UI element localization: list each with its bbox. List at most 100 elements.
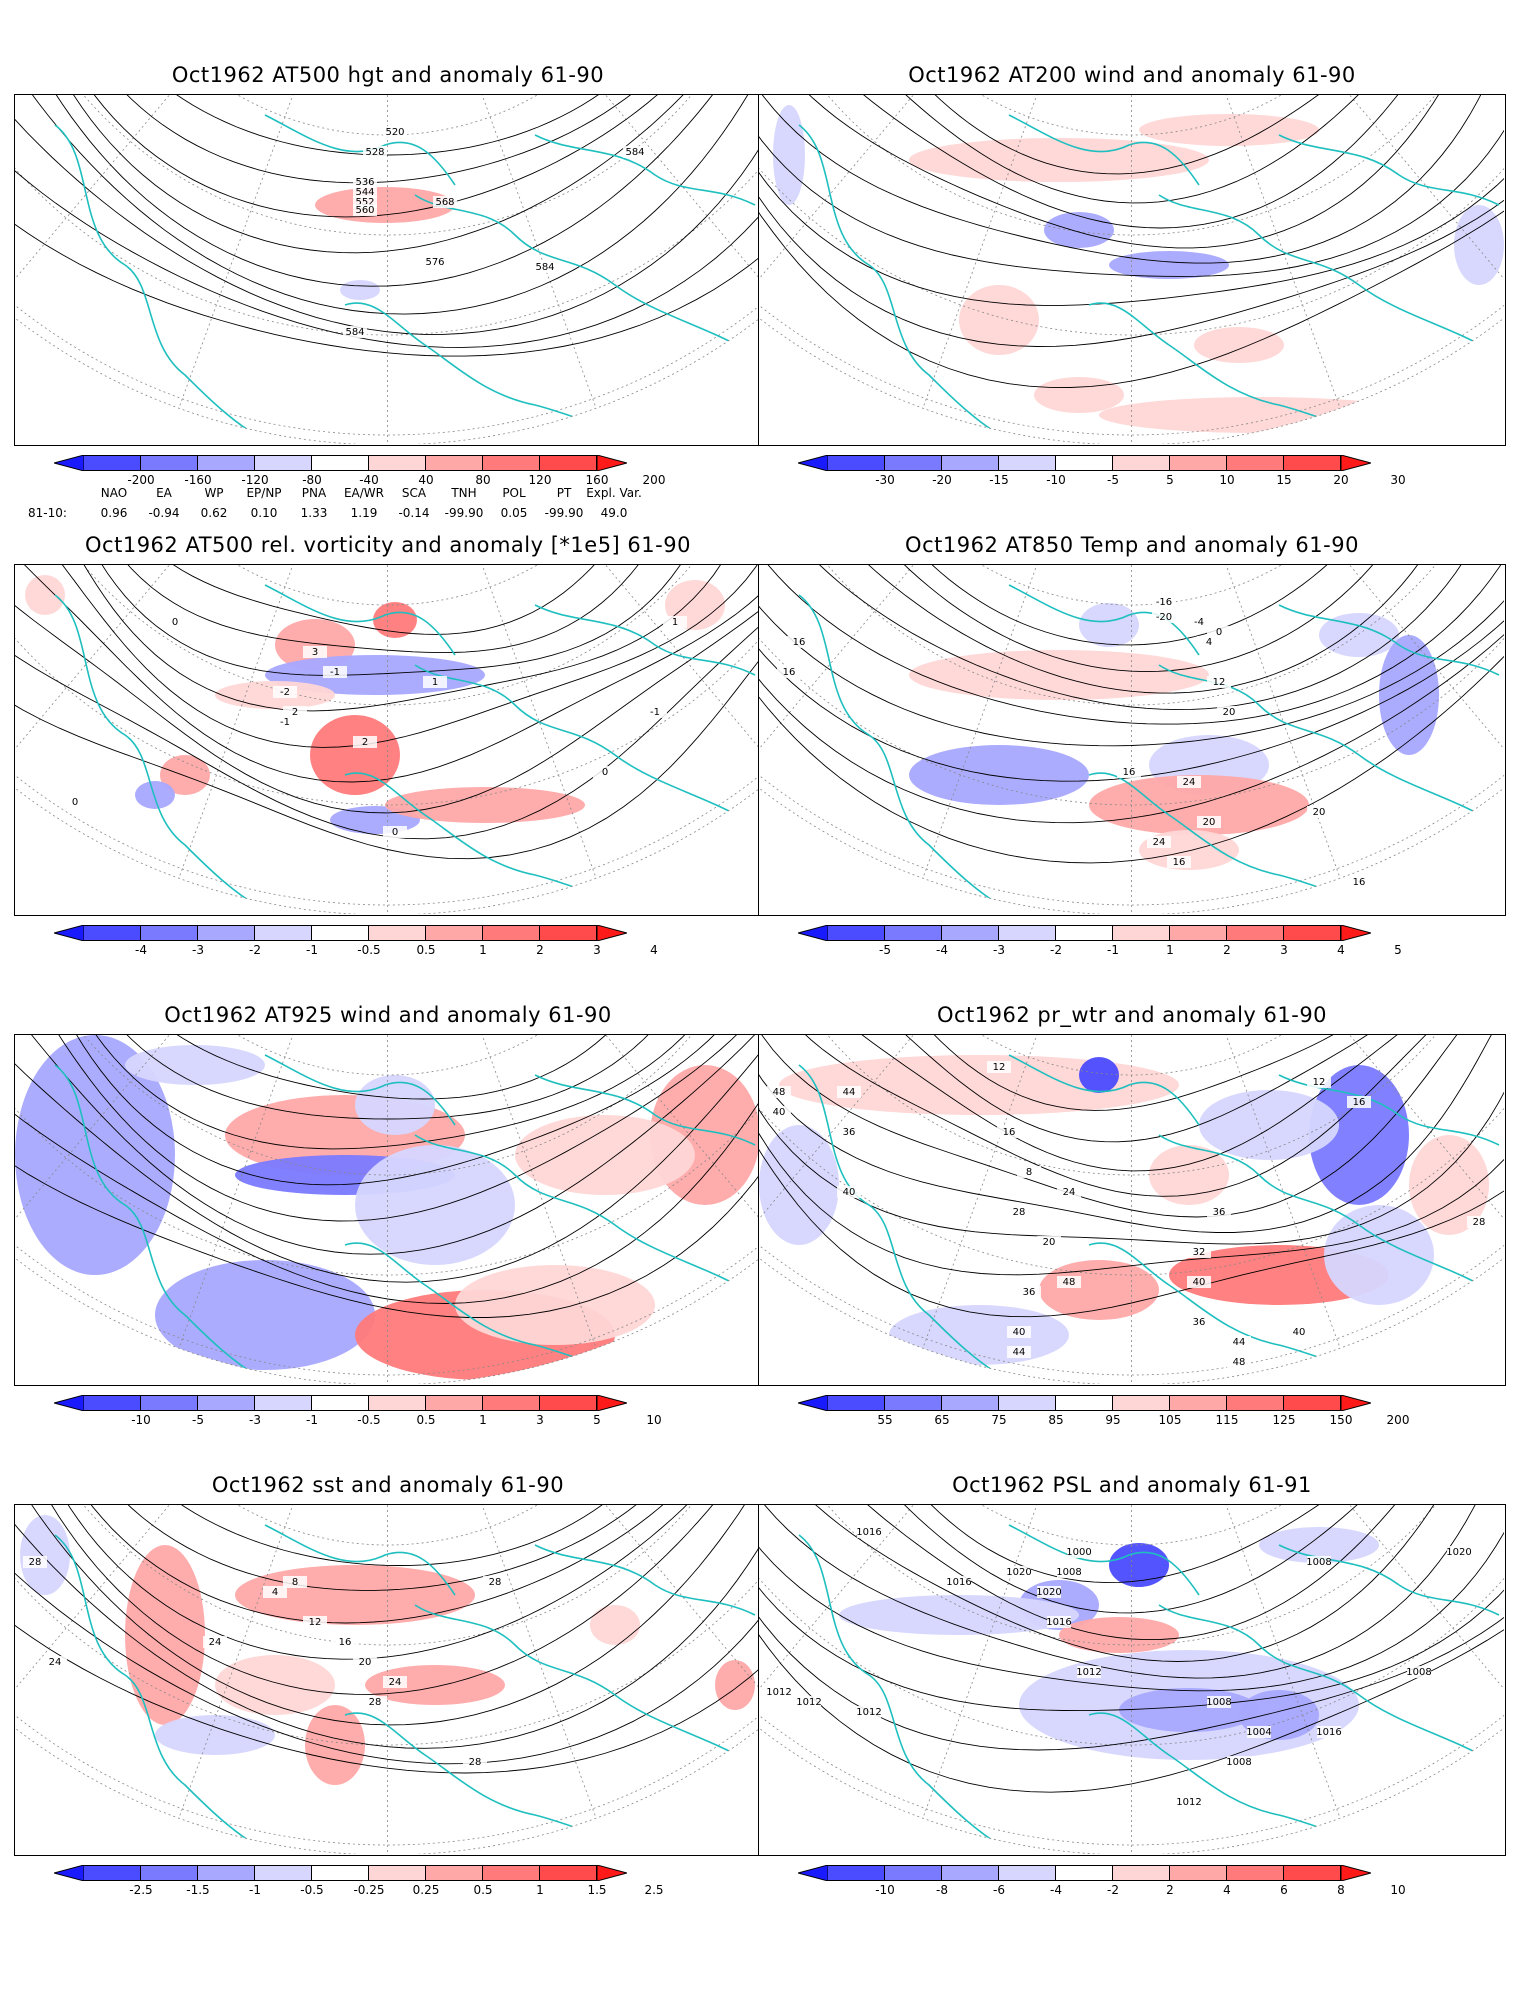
meridian-gridline xyxy=(1131,565,1504,656)
map-panel-temp850: Oct1962 AT850 Temp and anomaly 61-90 16 16… xyxy=(758,530,1506,960)
contour-label: 12 xyxy=(1313,1077,1326,1088)
contour-label: 0 xyxy=(392,827,398,838)
contour-line xyxy=(787,1505,1463,1641)
meridian-gridline xyxy=(387,1035,628,1384)
contour-line xyxy=(759,1505,1504,1679)
map-panel-hgt500: Oct1962 AT500 hgt and anomaly 61-90 520 52… xyxy=(14,60,762,490)
meridian-gridline xyxy=(1131,1035,1504,1312)
colorbar-arrow-left xyxy=(54,1865,84,1881)
contour-line xyxy=(759,565,1504,747)
contour-label: 1020 xyxy=(1006,1567,1031,1578)
colorbar-tick-label: -10 xyxy=(131,1413,151,1427)
colorbar-tick-label: 3 xyxy=(536,1413,544,1427)
colorbar-segment xyxy=(84,455,141,471)
contour-label: 16 xyxy=(1003,1127,1016,1138)
colorbar-segment xyxy=(942,1865,999,1881)
colorbar-segment xyxy=(1056,925,1113,941)
meridian-gridline xyxy=(387,1505,628,1854)
colorbar-segment xyxy=(483,455,540,471)
colorbar-tick-label: 80 xyxy=(475,473,491,487)
colorbar-arrow-right xyxy=(1341,455,1371,471)
colorbar-segment xyxy=(198,1865,255,1881)
colorbar-tick-label: -8 xyxy=(936,1883,948,1897)
colorbar-segment xyxy=(942,925,999,941)
colorbar-arrow-right xyxy=(597,1865,627,1881)
colorbar-arrow-left xyxy=(54,455,84,471)
contour-label: 12 xyxy=(993,1062,1006,1073)
colorbar-segment xyxy=(141,455,198,471)
colorbar-tick-label: 10 xyxy=(1219,473,1235,487)
colorbar-segment xyxy=(255,925,312,941)
contour-line xyxy=(15,1035,760,1283)
colorbar-segment xyxy=(1227,1395,1284,1411)
map-frame: 1016 1012 1000 1008 1016 1020 1020 1016 1012 1012… xyxy=(758,1504,1506,1856)
meridian-gridline xyxy=(387,565,628,914)
map-frame: 48 40 44 36 40 12 16 8 24 20 28 36 40 44 48 36 32 40 36 44 4… xyxy=(758,1034,1506,1386)
anomaly-field xyxy=(959,285,1039,355)
colorbar-segment xyxy=(255,1395,312,1411)
index-header: Expl. Var. xyxy=(586,486,642,500)
contour-label: 12 xyxy=(309,1617,322,1628)
contour-line xyxy=(759,95,1504,264)
anomaly-field xyxy=(590,1605,640,1645)
colorbar-tick-label: 4 xyxy=(650,943,658,957)
contour-label: 28 xyxy=(29,1557,42,1568)
index-value: 0.62 xyxy=(200,506,228,520)
colorbar-segment xyxy=(1170,455,1227,471)
colorbar-tick-label: -0.25 xyxy=(353,1883,385,1897)
contour-label: 48 xyxy=(773,1087,786,1098)
meridian-gridline xyxy=(387,95,760,186)
coastline xyxy=(344,302,656,441)
index-value: 0.10 xyxy=(250,506,278,520)
contour-label: 0 xyxy=(602,767,608,778)
colorbar-arrow-right xyxy=(597,1395,627,1411)
contour-label: 584 xyxy=(345,327,364,338)
coastline xyxy=(264,1054,456,1126)
coastline xyxy=(534,134,756,206)
anomaly-field xyxy=(1059,1617,1179,1653)
coastline xyxy=(1008,114,1200,186)
contour-line xyxy=(759,565,1504,824)
index-value: -99.90 xyxy=(544,506,584,520)
colorbar-tick-label: -1 xyxy=(249,1883,261,1897)
coastline xyxy=(264,584,456,656)
coastline xyxy=(798,1064,1010,1381)
map-panel-wind925: Oct1962 AT925 wind and anomaly 61-90 -10-… xyxy=(14,1000,762,1430)
colorbar-tick-label: 95 xyxy=(1105,1413,1121,1427)
contour-label: 28 xyxy=(1473,1217,1486,1228)
contour-label: 28 xyxy=(1013,1207,1026,1218)
contour-line xyxy=(841,1035,1434,1111)
contour-label: 48 xyxy=(1233,1357,1246,1368)
coastline xyxy=(1158,194,1500,356)
contour-label: 44 xyxy=(1233,1337,1246,1348)
colorbar-segment xyxy=(1284,455,1341,471)
map-canvas: 16 16 -16 -20 0 -44 12 20 16 24 20 24 16 20 16 xyxy=(759,565,1504,914)
contour-label: 16 xyxy=(339,1637,352,1648)
coastline xyxy=(798,124,1010,441)
contour-line xyxy=(89,565,674,635)
colorbar-segment xyxy=(828,1865,885,1881)
meridian-gridline xyxy=(15,565,388,842)
colorbar-segment xyxy=(1170,925,1227,941)
colorbar-tick-label: -15 xyxy=(989,473,1009,487)
anomaly-field xyxy=(455,1265,655,1345)
colorbar-tick-label: 200 xyxy=(1386,1413,1410,1427)
contour-line xyxy=(15,95,760,315)
contour-label: -2 xyxy=(280,687,290,698)
anomaly-field xyxy=(1194,327,1284,363)
contour-label: 16 xyxy=(1173,857,1186,868)
colorbar-arrow-right xyxy=(1341,1865,1371,1881)
anomaly-field xyxy=(1309,1065,1409,1205)
meridian-gridline xyxy=(759,1035,1132,1312)
colorbar-tick-label: 3 xyxy=(1280,943,1288,957)
colorbar-tick-label: -120 xyxy=(241,473,269,487)
colorbar-segment xyxy=(1113,1865,1170,1881)
contour-line xyxy=(759,565,1504,725)
colorbar-tick-label: 2 xyxy=(1223,943,1231,957)
map-frame: 16 16 -16 -20 0 -4 4 12 20 16 24 20 24 16 20 16 xyxy=(758,564,1506,916)
colorbar-tick-label: -3 xyxy=(192,943,204,957)
colorbar-segment xyxy=(999,455,1056,471)
colorbar-tick-label: -1.5 xyxy=(186,1883,210,1897)
colorbar-tick-label: 160 xyxy=(585,473,609,487)
colorbar-segment xyxy=(1056,1865,1113,1881)
